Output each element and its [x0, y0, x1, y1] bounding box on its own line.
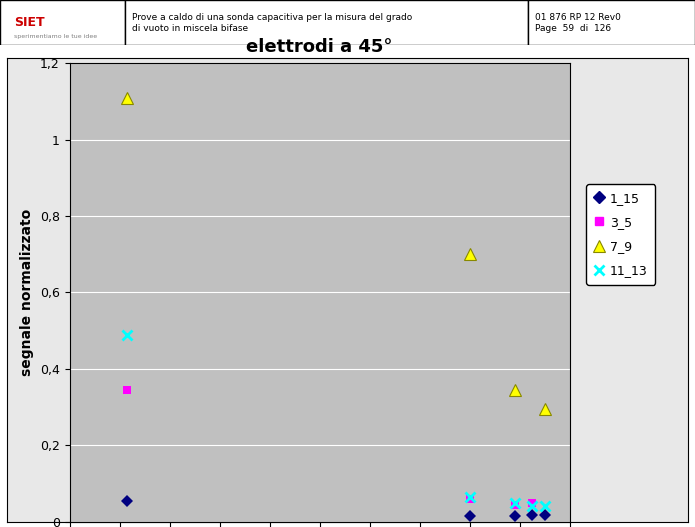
7_9 [466, 251, 474, 257]
1_15 [541, 512, 549, 518]
1_15 [528, 512, 537, 518]
7_9 [511, 387, 519, 393]
Bar [528, 0, 695, 45]
Title: elettrodi a 45°: elettrodi a 45° [247, 38, 393, 56]
Line: 3_5: 3_5 [123, 386, 537, 509]
Line: 1_15: 1_15 [123, 496, 549, 520]
3_5 [528, 500, 537, 506]
3_5 [511, 501, 519, 508]
Bar [125, 0, 528, 45]
3_5 [466, 495, 474, 502]
7_9 [541, 406, 549, 412]
11_13 [528, 503, 537, 509]
7_9 [123, 94, 131, 101]
11_13 [541, 503, 549, 510]
Text: 01 876 RP 12 Rev0
Page  59  di  126: 01 876 RP 12 Rev0 Page 59 di 126 [535, 13, 621, 33]
Text: Prove a caldo di una sonda capacitiva per la misura del grado
di vuoto in miscel: Prove a caldo di una sonda capacitiva pe… [132, 13, 412, 33]
Line: 11_13: 11_13 [122, 330, 550, 511]
11_13 [123, 331, 131, 338]
Text: SIET: SIET [14, 16, 44, 28]
Line: 7_9: 7_9 [122, 92, 550, 415]
Legend: 1_15, 3_5, 7_9, 11_13: 1_15, 3_5, 7_9, 11_13 [586, 184, 655, 285]
3_5 [123, 387, 131, 393]
11_13 [511, 500, 519, 506]
Y-axis label: segnale normalizzato: segnale normalizzato [20, 209, 34, 376]
11_13 [466, 494, 474, 500]
Bar [0, 0, 125, 45]
Text: sperimentiamo le tue idee: sperimentiamo le tue idee [14, 34, 97, 38]
1_15 [466, 513, 474, 519]
1_15 [511, 513, 519, 519]
1_15 [123, 497, 131, 504]
